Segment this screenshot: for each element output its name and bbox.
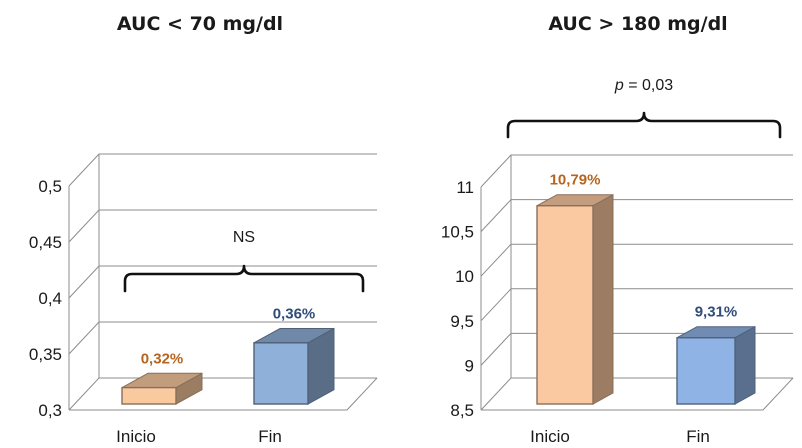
gridline xyxy=(68,153,377,187)
y-tick-label: 8,5 xyxy=(450,401,474,420)
y-tick-label: 10 xyxy=(455,267,474,286)
ns-annotation: NS xyxy=(233,229,255,246)
gridline xyxy=(480,199,793,232)
p-value-brace xyxy=(506,111,782,139)
data-label: 10,79% xyxy=(550,172,601,189)
gridline xyxy=(68,209,377,243)
bar-front xyxy=(536,205,594,405)
gridline xyxy=(480,288,793,322)
bar-inicio xyxy=(536,193,614,405)
chart-title: AUC < 70 mg/dl xyxy=(117,13,283,35)
bar-front xyxy=(676,337,736,405)
gridline xyxy=(480,154,793,188)
y-tick-label: 0,3 xyxy=(38,401,62,420)
x-category-label: Fin xyxy=(258,427,282,446)
bar-front xyxy=(253,342,309,405)
p-value-text: = 0,03 xyxy=(624,77,673,94)
gridline xyxy=(68,265,377,299)
floor-side-edge xyxy=(346,377,378,411)
y-tick-label: 10,5 xyxy=(441,223,474,242)
plot-area: 0,3 0,35 0,4 0,45 0,5 0,32% Inicio 0,36% Fin xyxy=(29,153,378,446)
p-value-annotation: p = 0,03 xyxy=(614,77,673,94)
x-category-label: Inicio xyxy=(116,427,156,446)
y-tick-label: 11 xyxy=(456,178,474,197)
data-label: 0,36% xyxy=(273,306,316,323)
y-tick-label: 0,45 xyxy=(29,233,62,252)
bar-fin xyxy=(676,325,756,405)
x-category-label: Fin xyxy=(686,427,710,446)
chart-title: AUC > 180 mg/dl xyxy=(548,13,727,35)
plot-area: 8,5 9 9,5 10 10,5 11 10,79% Inicio 9,31% Fin xyxy=(441,154,794,446)
y-tick-label: 0,4 xyxy=(38,289,62,308)
y-tick-label: 9,5 xyxy=(450,312,474,331)
y-tick-label: 0,5 xyxy=(38,177,62,196)
chart-auc-high: AUC > 180 mg/dl 8,5 9 9,5 10 10,5 11 10,79% Ini… xyxy=(441,13,794,446)
data-label: 9,31% xyxy=(695,304,738,321)
bar-side xyxy=(734,325,756,405)
x-category-label: Inicio xyxy=(530,427,570,446)
bar-fin xyxy=(253,327,335,405)
p-symbol: p xyxy=(614,77,624,94)
ns-brace xyxy=(123,264,365,293)
y-tick-label: 9 xyxy=(465,356,474,375)
bar-inicio xyxy=(121,372,203,405)
chart-auc-low: AUC < 70 mg/dl 0,3 0,35 0,4 0,45 0,5 0,32% Ini… xyxy=(29,13,378,446)
gridline xyxy=(480,243,793,277)
bar-side xyxy=(592,193,614,405)
y-tick-label: 0,35 xyxy=(29,345,62,364)
bar-front xyxy=(121,386,177,405)
floor-side-edge xyxy=(762,377,794,411)
data-label: 0,32% xyxy=(141,350,184,367)
